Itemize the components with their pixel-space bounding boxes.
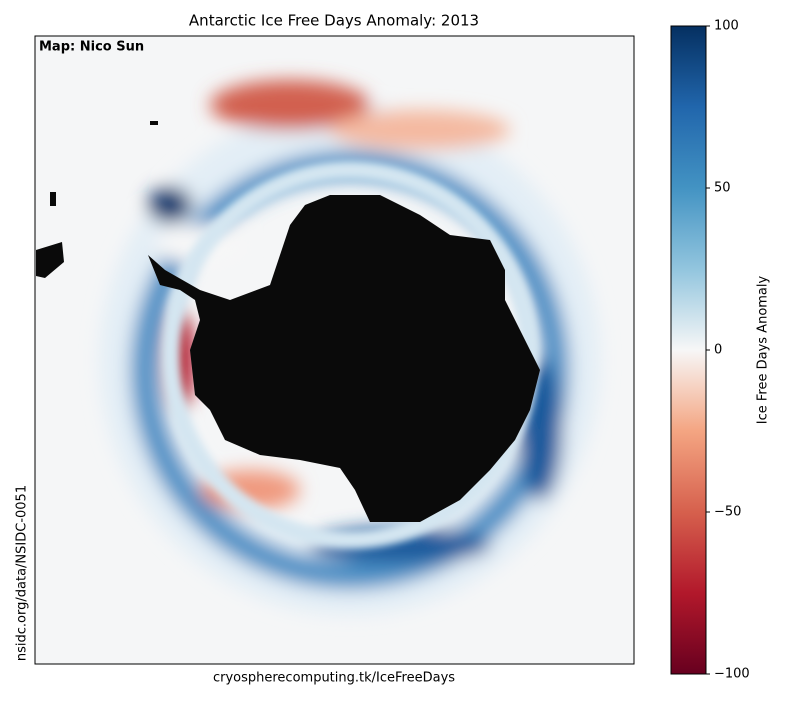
colorbar-tick-label: −50 [714, 505, 741, 520]
source-bottom: cryospherecomputing.tk/IceFreeDays [213, 671, 455, 686]
map-frame [34, 35, 635, 665]
colorbar-label: Ice Free Days Anomaly [756, 275, 771, 424]
colorbar-tick-label: 100 [714, 19, 739, 34]
title: Antarctic Ice Free Days Anomaly: 2013 [189, 12, 479, 30]
source-left: nsidc.org/data/NSIDC-0051 [15, 485, 30, 661]
colorbar-tick-label: 50 [714, 181, 731, 196]
antarctica [148, 195, 540, 522]
colorbar-tick-label: −100 [714, 667, 750, 682]
map [35, 36, 634, 664]
colorbar-tick-label: 0 [714, 343, 722, 358]
colorbar [670, 25, 707, 675]
credit: Map: Nico Sun [39, 40, 144, 55]
